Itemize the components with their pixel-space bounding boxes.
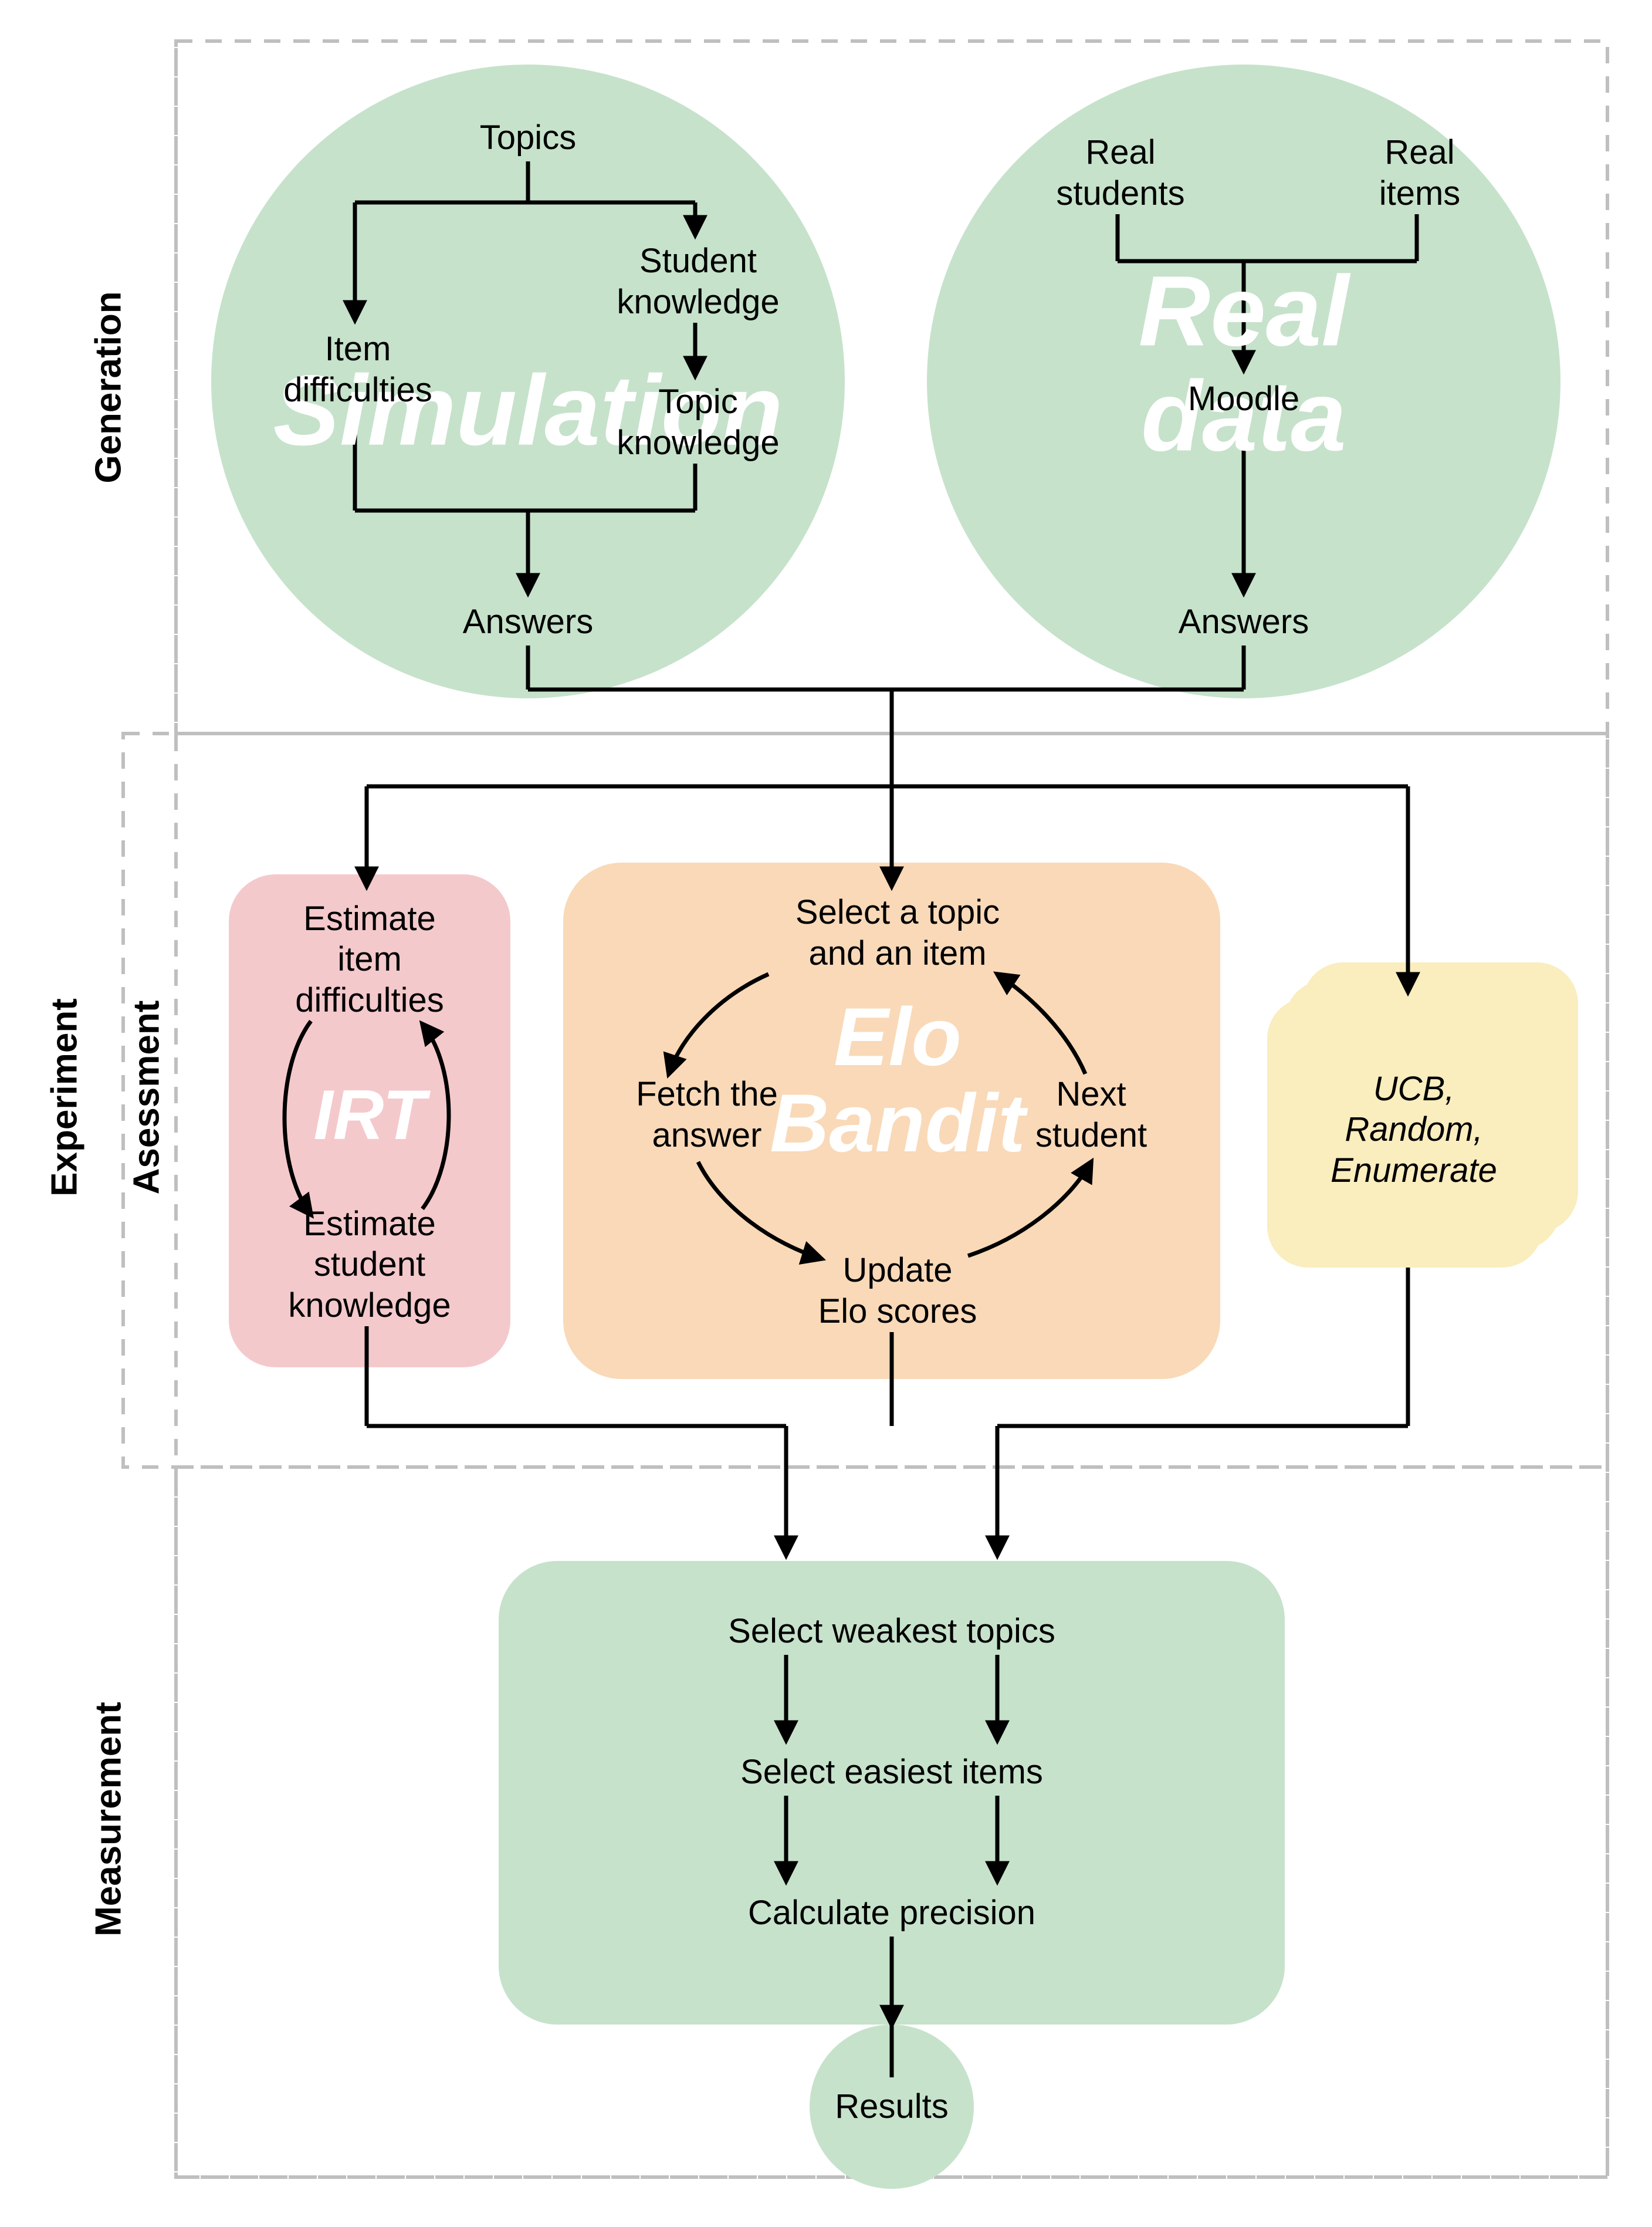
- arrow-curved-4: [968, 1162, 1091, 1256]
- diagram-root: SimulationReal dataIRTElo BanditGenerati…: [0, 0, 1652, 2227]
- node-answers2: Answers: [1150, 599, 1338, 646]
- node-ucbText: UCB, Random, Enumerate: [1296, 1068, 1531, 1191]
- arrow-curved-2: [669, 974, 769, 1074]
- node-realItems: Real items: [1326, 132, 1514, 214]
- node-fetchAnswer: Fetch the answer: [598, 1074, 815, 1156]
- experiment-label: Experiment: [44, 998, 86, 1197]
- realdata-watermark: Real data: [1138, 259, 1349, 469]
- measurement-section-box: [176, 1467, 1607, 2177]
- assessment-label: Asessment: [126, 1001, 168, 1195]
- node-itemDiff: Item difficulties: [235, 329, 481, 411]
- arrow-curved-0: [285, 1021, 311, 1215]
- node-updateElo: Update Elo scores: [751, 1250, 1044, 1332]
- node-estStudKnow: Estimate student knowledge: [252, 1203, 487, 1326]
- node-calcPrec: Calculate precision: [669, 1890, 1115, 1937]
- arrow-curved-1: [422, 1024, 449, 1209]
- node-answers1: Answers: [434, 599, 622, 646]
- node-topics: Topics: [434, 114, 622, 161]
- arrow-curved-3: [698, 1162, 821, 1259]
- node-estItemDiff: Estimate item difficulties: [252, 898, 487, 1021]
- node-results: Results: [821, 2083, 962, 2130]
- node-studentKnow: Student knowledge: [557, 241, 839, 323]
- node-realStudents: Real students: [1009, 132, 1232, 214]
- node-selectTopic: Select a topic and an item: [751, 892, 1044, 974]
- generation-label: Generation: [88, 291, 130, 483]
- node-selEasiest: Select easiest items: [669, 1749, 1115, 1796]
- measurement-label: Measurement: [88, 1702, 130, 1937]
- node-topicKnow: Topic knowledge: [557, 381, 839, 464]
- node-selWeakest: Select weakest topics: [669, 1608, 1115, 1655]
- node-nextStudent: Next student: [997, 1074, 1185, 1156]
- arrow-curved-5: [997, 974, 1085, 1074]
- irt-watermark: IRT: [313, 1078, 425, 1152]
- node-moodle: Moodle: [1156, 376, 1332, 423]
